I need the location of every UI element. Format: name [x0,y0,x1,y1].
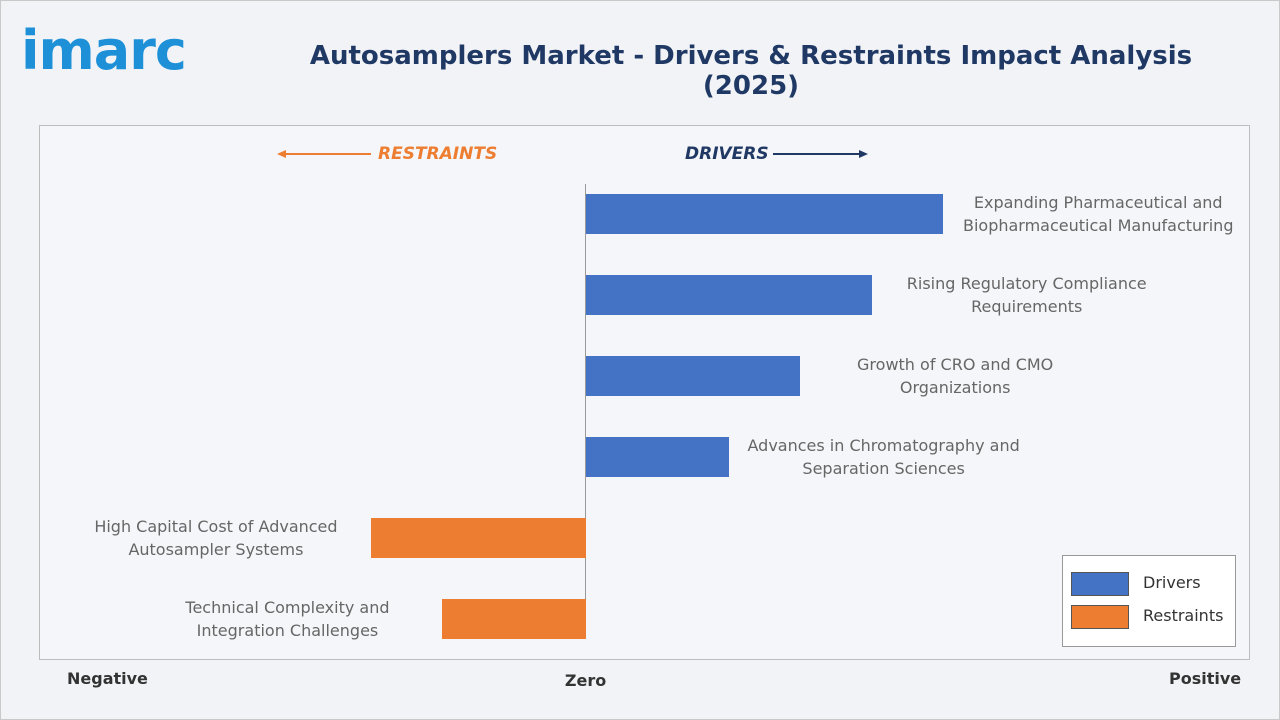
x-end-label: Positive [1169,669,1242,688]
category-label: Growth of CRO and CMO Organizations [857,355,1054,398]
category-label: High Capital Cost of Advanced Autosample… [94,516,338,559]
x-end-label: Negative [67,669,148,688]
legend: Drivers Restraints [1062,555,1236,647]
logo: imarc [21,19,187,82]
bar [370,517,586,558]
legend-swatch [1071,605,1129,629]
arrow-head [859,150,868,158]
x-tick-label: Zero [564,671,607,690]
bar [585,356,801,397]
bar [585,275,872,316]
bar [585,436,729,477]
arrow-head [277,150,286,158]
annotation: RESTRAINTS [378,144,498,164]
chart-title: Autosamplers Market - Drivers & Restrain… [309,41,1193,101]
annotation: DRIVERS [685,144,769,164]
category-label: Advances in Chromatography and Separatio… [747,435,1020,478]
category-label: Rising Regulatory Compliance Requirement… [906,274,1147,317]
legend-label: Restraints [1143,606,1224,625]
category-label: Expanding Pharmaceutical and Biopharmace… [962,193,1234,236]
category-label: Technical Complexity and Integration Cha… [185,597,390,640]
legend-label: Drivers [1143,573,1201,592]
zero-line [585,184,587,639]
bar [585,194,944,235]
legend-swatch [1071,572,1129,596]
bar [442,598,586,639]
